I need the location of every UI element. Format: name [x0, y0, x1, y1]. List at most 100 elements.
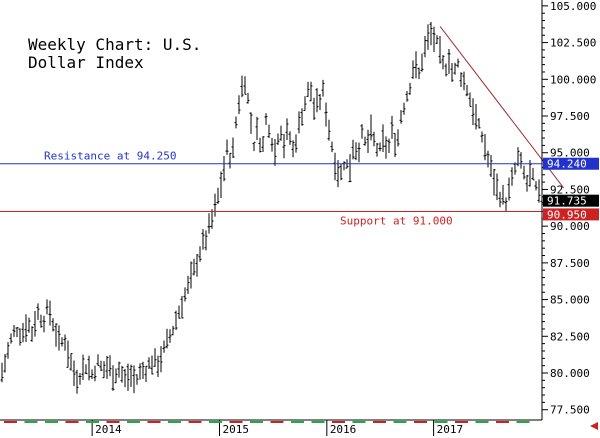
price-bar [339, 163, 343, 181]
price-bar [99, 360, 103, 372]
x-axis-color-segment [475, 421, 489, 423]
x-axis-color-segment [188, 421, 202, 423]
price-bar [36, 303, 40, 320]
price-bar [33, 310, 37, 337]
price-bar [408, 82, 412, 95]
price-bar [528, 159, 532, 187]
price-bar [15, 327, 19, 338]
price-bar [51, 318, 55, 332]
price-bar [291, 140, 295, 158]
price-bar [87, 355, 91, 381]
price-bar [306, 81, 310, 97]
price-bar [357, 142, 361, 163]
price-bar [498, 191, 502, 208]
price-bar [66, 340, 70, 368]
x-tick-label: 2014 [95, 423, 122, 436]
price-bar [294, 134, 298, 153]
price-bar [276, 133, 280, 146]
x-axis-color-segment [270, 421, 284, 423]
price-bar [258, 137, 262, 153]
price-bar [135, 374, 139, 385]
price-bar [477, 118, 481, 129]
price-tag-label: 90.950 [547, 208, 587, 221]
x-axis-color-segment [393, 421, 407, 423]
price-bar [69, 353, 73, 371]
price-bar [399, 109, 403, 124]
price-bar [114, 368, 118, 384]
price-bar [447, 48, 451, 74]
price-bar [219, 171, 223, 198]
price-bar [519, 152, 523, 169]
price-bar [279, 125, 283, 141]
price-bar [393, 132, 397, 158]
price-bar [288, 131, 292, 145]
price-bar [39, 314, 43, 328]
price-bar [474, 104, 478, 130]
price-bar [270, 137, 274, 152]
price-bar [375, 143, 379, 157]
price-bar [405, 90, 409, 102]
price-bar [507, 177, 511, 201]
price-bar [336, 160, 340, 188]
price-bar [249, 112, 253, 134]
x-axis-color-segment [332, 421, 345, 423]
price-bar [141, 361, 145, 380]
price-bar [144, 365, 148, 382]
price-bar [417, 67, 421, 80]
price-bar [363, 136, 367, 146]
price-bar [183, 287, 187, 302]
price-bar [105, 355, 109, 379]
price-bar [27, 317, 31, 333]
chart-title-line2: Dollar Index [28, 53, 144, 72]
scroll-arrow-icon[interactable] [590, 422, 598, 430]
price-bar [525, 174, 529, 192]
price-bar [204, 230, 208, 251]
price-bar [225, 139, 229, 155]
x-axis-color-segment [209, 421, 222, 423]
price-bar [84, 364, 88, 375]
price-bar [321, 79, 325, 97]
x-axis-color-segment [291, 421, 304, 423]
x-axis-color-segment [414, 421, 427, 423]
price-bar [129, 364, 133, 387]
price-bar [177, 305, 181, 319]
price-bar [444, 63, 448, 77]
price-bar [48, 300, 52, 326]
price-bar [189, 261, 193, 289]
price-bar [480, 131, 484, 143]
x-axis-color-segment [127, 421, 140, 423]
price-bar [192, 258, 196, 276]
price-bar [492, 168, 496, 196]
price-bar [207, 213, 211, 234]
resistance-label: Resistance at 94.250 [44, 150, 176, 163]
y-tick-label: 95.000 [550, 147, 590, 160]
price-bar [303, 96, 307, 112]
y-tick-label: 97.500 [550, 110, 590, 123]
price-bar [351, 139, 355, 160]
price-bar [318, 93, 322, 111]
price-tag [543, 194, 599, 207]
price-bar [174, 310, 178, 331]
chart-title-line1: Weekly Chart: U.S. [28, 35, 202, 54]
price-bar [78, 373, 82, 385]
y-tick-label: 77.500 [550, 404, 590, 417]
price-bar [138, 363, 142, 380]
price-bar [366, 129, 370, 153]
price-bar [126, 363, 130, 391]
price-bar [264, 113, 268, 125]
price-bar [228, 152, 232, 169]
price-bar [489, 154, 493, 177]
price-bar [120, 365, 124, 383]
price-bar [327, 119, 331, 141]
price-bar [501, 184, 505, 205]
price-bar [237, 95, 241, 115]
price-bar [369, 114, 373, 141]
price-tag-label: 91.735 [547, 195, 587, 208]
price-bar [312, 97, 316, 120]
price-bar [3, 354, 7, 373]
price-bar [21, 322, 25, 343]
x-axis-color-segment [434, 421, 448, 423]
price-bar [12, 325, 16, 337]
x-axis-color-segment [496, 421, 509, 423]
x-axis-color-segment [311, 421, 325, 423]
